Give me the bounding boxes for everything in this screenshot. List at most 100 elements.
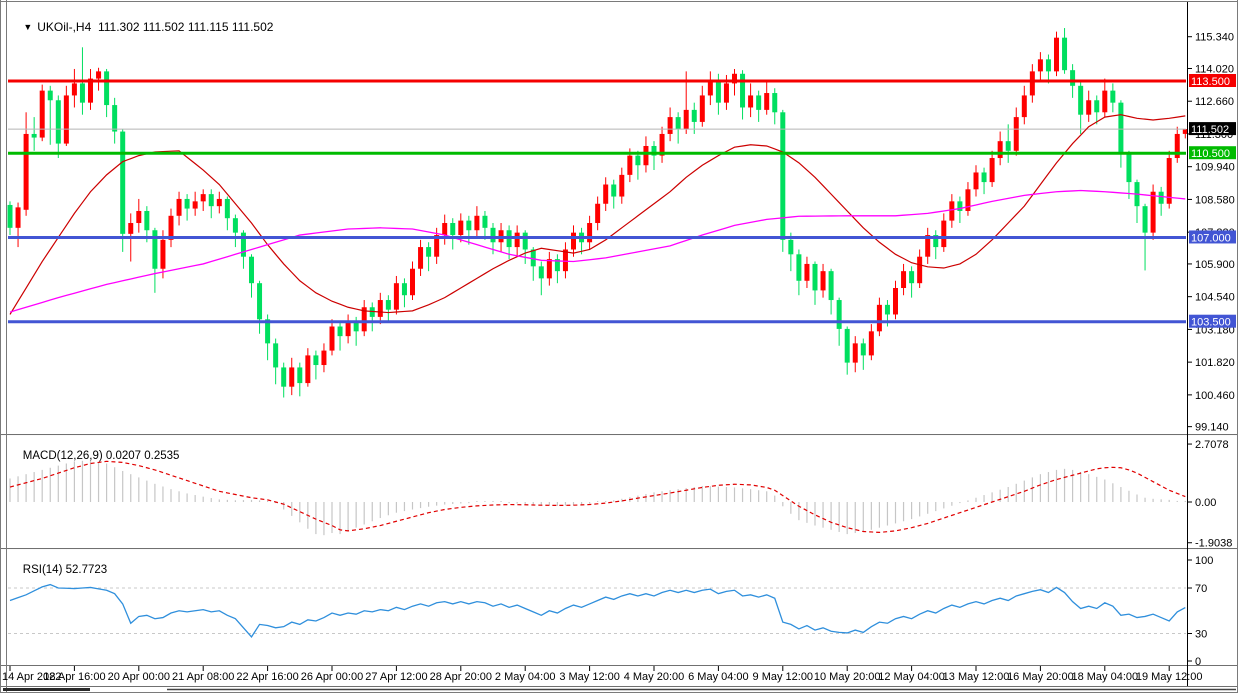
candle — [377, 300, 383, 317]
candle — [329, 326, 335, 351]
candle — [23, 133, 29, 210]
candle — [192, 201, 198, 209]
candle — [788, 239, 794, 255]
candle — [989, 158, 995, 183]
candle — [844, 328, 850, 363]
candle — [361, 307, 367, 332]
candle — [152, 230, 158, 269]
svg-text:16 May 20:00: 16 May 20:00 — [1007, 671, 1074, 683]
candle — [289, 367, 295, 387]
ma-slow-line — [9, 189, 1186, 313]
candle — [353, 321, 359, 332]
candle — [949, 201, 955, 221]
svg-text:30: 30 — [1195, 629, 1207, 641]
candle — [176, 198, 182, 216]
candle — [47, 90, 53, 101]
candle — [184, 198, 190, 209]
svg-text:28 Apr 20:00: 28 Apr 20:00 — [430, 671, 492, 683]
candle — [15, 207, 21, 228]
svg-text:20 Apr 00:00: 20 Apr 00:00 — [108, 671, 170, 683]
candle — [1045, 59, 1051, 72]
candle — [667, 117, 673, 134]
svg-text:109.940: 109.940 — [1195, 162, 1235, 174]
candle — [699, 95, 705, 122]
candle — [410, 268, 415, 296]
svg-text:115.340: 115.340 — [1195, 32, 1234, 44]
candle — [522, 232, 528, 250]
candle — [876, 304, 882, 332]
svg-text:108.580: 108.580 — [1195, 194, 1235, 206]
svg-text:0.00: 0.00 — [1195, 497, 1216, 509]
candle — [385, 300, 391, 310]
candle — [104, 71, 110, 106]
candle — [514, 232, 520, 248]
candle — [619, 174, 625, 197]
candle — [1166, 158, 1172, 204]
candle — [144, 210, 150, 231]
candle — [160, 239, 166, 269]
candle — [562, 249, 568, 272]
svg-text:112.660: 112.660 — [1195, 96, 1234, 108]
candle — [965, 189, 971, 211]
candle — [474, 215, 480, 231]
candle — [909, 271, 915, 284]
svg-text:19 May 12:00: 19 May 12:00 — [1136, 671, 1203, 683]
candle — [901, 271, 907, 289]
svg-text:110.500: 110.500 — [1191, 148, 1230, 160]
candle — [1005, 141, 1011, 151]
svg-text:0: 0 — [1195, 656, 1201, 668]
candle — [79, 83, 85, 103]
candle — [482, 215, 488, 228]
candle — [337, 326, 343, 337]
candle — [675, 117, 681, 130]
candle — [780, 112, 786, 240]
macd-axis[interactable]: 2.7078 0.00 -1.9038 — [1188, 439, 1232, 550]
candle — [1102, 90, 1108, 113]
svg-text:100.460: 100.460 — [1195, 390, 1235, 402]
price-badge-107.000: 107.000 — [1189, 230, 1236, 244]
candle — [1021, 95, 1027, 118]
svg-text:114.020: 114.020 — [1195, 63, 1234, 75]
price-badge-113.500: 113.500 — [1189, 74, 1236, 88]
svg-text:3 May 12:00: 3 May 12:00 — [559, 671, 620, 683]
candle — [659, 133, 665, 156]
candle — [1174, 133, 1180, 159]
candle — [466, 220, 472, 231]
candle — [804, 263, 810, 281]
candle — [925, 235, 931, 257]
candle — [732, 73, 737, 84]
candle — [1037, 59, 1043, 72]
candle — [31, 133, 37, 138]
candle — [7, 204, 13, 228]
candle — [401, 283, 407, 296]
candle — [426, 247, 432, 257]
candle — [458, 220, 464, 236]
candle — [208, 194, 214, 207]
candle — [369, 307, 375, 317]
candle — [723, 83, 729, 103]
rsi-axis[interactable]: 100 70 30 0 — [1188, 555, 1213, 668]
current-price-badge: 111.502 — [1189, 122, 1236, 136]
svg-text:103.500: 103.500 — [1191, 317, 1231, 329]
candle — [651, 145, 657, 156]
candle — [957, 201, 963, 211]
scrollbar-thumb[interactable] — [3, 688, 90, 691]
candle — [313, 355, 319, 366]
candle — [297, 367, 303, 384]
candle — [868, 331, 874, 356]
horizontal-scrollbar[interactable] — [3, 688, 1236, 691]
candle — [538, 266, 544, 279]
candle — [434, 235, 440, 257]
candle — [393, 283, 399, 310]
candle — [973, 172, 979, 190]
candle — [554, 259, 560, 272]
svg-text:107.000: 107.000 — [1191, 232, 1231, 244]
candle — [683, 109, 689, 130]
horizontal-level-lines[interactable] — [8, 79, 1186, 324]
candle — [772, 93, 778, 113]
candle — [168, 215, 174, 240]
rsi-line — [9, 583, 1186, 638]
candle — [1150, 191, 1156, 233]
